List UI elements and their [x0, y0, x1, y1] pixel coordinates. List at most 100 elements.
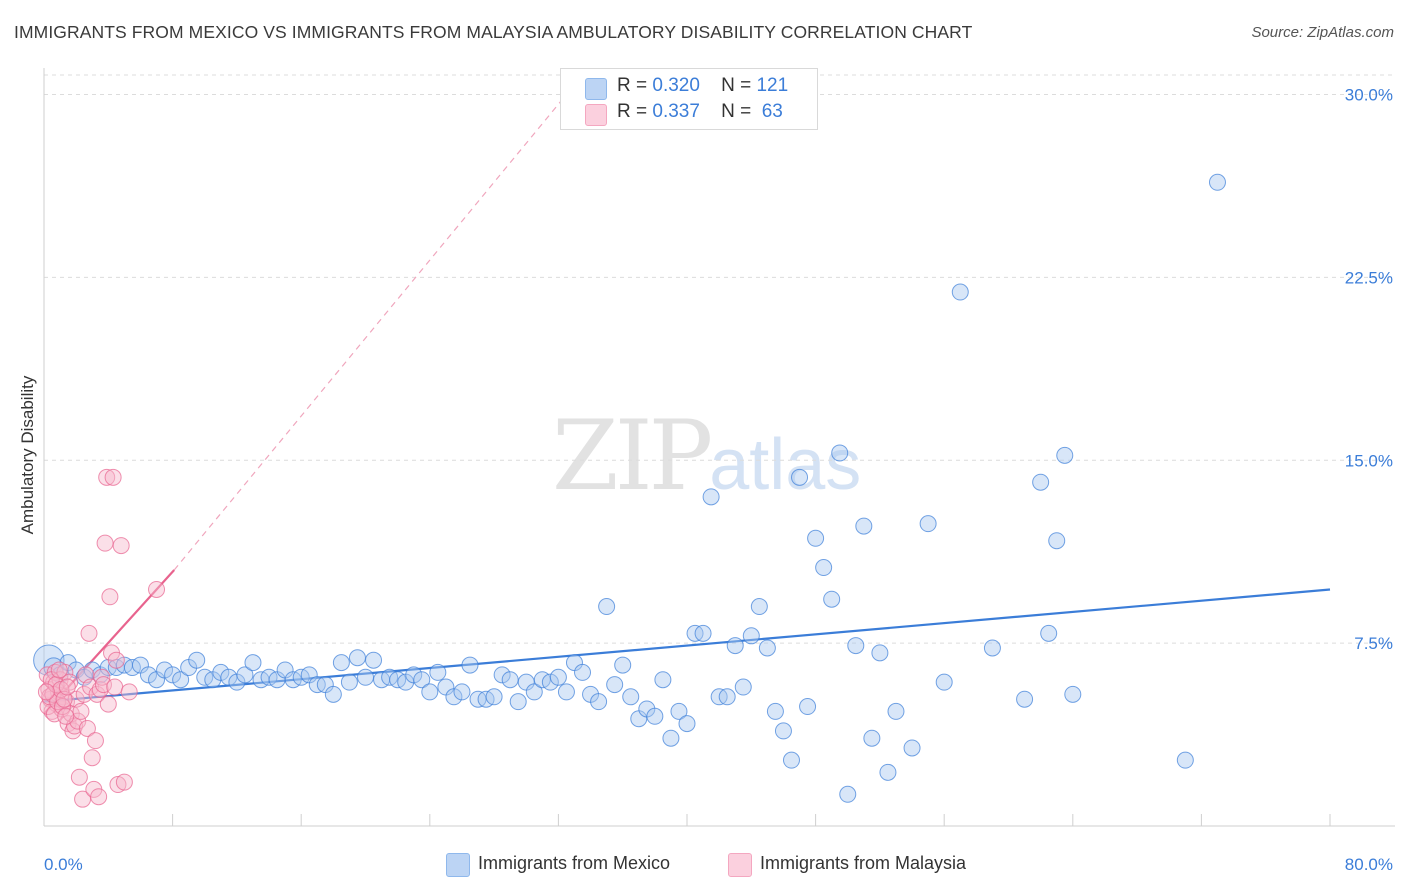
point-mexico [654, 671, 672, 689]
point-malaysia [61, 673, 79, 691]
n-label: N = [721, 75, 752, 96]
legend-swatch-mexico [446, 853, 470, 877]
point-malaysia [70, 768, 88, 786]
gridlines [44, 74, 1395, 644]
point-mexico [678, 715, 696, 733]
point-mexico [1056, 446, 1074, 464]
stats-box: R = 0.320 N = 121 R = 0.337 N = 63 [560, 68, 818, 130]
point-malaysia [58, 678, 76, 696]
data-points [33, 173, 1226, 808]
point-malaysia [91, 680, 109, 698]
point-mexico [847, 637, 865, 655]
point-malaysia [50, 661, 68, 679]
point-mexico [839, 785, 857, 803]
y-tick-label: 30.0% [1345, 86, 1393, 105]
point-mexico [501, 671, 519, 689]
point-mexico [357, 668, 374, 686]
point-mexico [694, 624, 712, 642]
point-mexico [574, 663, 592, 681]
x-tick-label: 80.0% [1345, 855, 1393, 874]
point-mexico [734, 678, 752, 696]
point-mexico [332, 654, 350, 672]
point-malaysia [82, 678, 100, 696]
point-mexico [244, 654, 262, 672]
point-mexico [340, 673, 358, 691]
point-mexico [823, 590, 841, 608]
watermark-atlas: atlas [709, 425, 862, 505]
point-mexico [871, 644, 889, 662]
point-malaysia [120, 683, 138, 701]
point-mexico [164, 666, 182, 684]
point-mexico [509, 693, 527, 711]
point-mexico [212, 663, 230, 681]
point-malaysia [115, 773, 133, 791]
point-mexico [799, 698, 817, 716]
point-malaysia [37, 683, 55, 701]
point-malaysia [47, 676, 65, 694]
point-mexico [156, 661, 174, 679]
point-mexico [549, 668, 567, 686]
point-mexico [541, 673, 559, 691]
point-malaysia [148, 580, 166, 598]
point-mexico [1016, 690, 1034, 708]
point-mexico [1032, 473, 1050, 491]
point-mexico [405, 666, 423, 684]
r-label: R = [617, 75, 648, 96]
point-mexico [782, 751, 800, 769]
trend-line-malaysia-extrapolated [173, 94, 567, 571]
r-value: 0.337 [652, 101, 700, 122]
point-malaysia [83, 749, 101, 767]
point-mexico [188, 651, 206, 669]
chart-title: IMMIGRANTS FROM MEXICO VS IMMIGRANTS FRO… [14, 22, 973, 42]
legend-swatch-malaysia [728, 853, 752, 877]
point-mexico [598, 598, 616, 616]
watermark-zip: ZIP [552, 400, 713, 512]
point-mexico [983, 639, 1001, 657]
point-mexico [557, 683, 575, 701]
point-mexico [815, 559, 833, 577]
x-tick-label: 0.0% [44, 855, 83, 874]
point-mexico [879, 763, 897, 781]
point-mexico [774, 722, 792, 740]
point-mexico [766, 702, 784, 720]
trend-line-malaysia [43, 569, 176, 715]
point-mexico [413, 671, 431, 689]
point-mexico [726, 637, 744, 655]
legend-label-mexico: Immigrants from Mexico [478, 853, 671, 873]
stats-swatch-mexico [585, 78, 607, 100]
y-tick-label: 22.5% [1345, 268, 1393, 287]
point-mexico [807, 529, 825, 547]
point-mexico [919, 515, 937, 533]
point-malaysia [90, 788, 108, 806]
point-mexico [590, 693, 608, 711]
y-tick-label: 7.5% [1354, 634, 1393, 653]
point-mexico [855, 517, 873, 535]
point-mexico [606, 676, 624, 694]
point-mexico [485, 688, 503, 706]
point-malaysia [75, 685, 93, 703]
point-mexico [646, 707, 664, 725]
trend-lines [43, 94, 1331, 715]
axes [43, 68, 1395, 827]
point-malaysia [94, 676, 112, 694]
point-mexico [614, 656, 632, 674]
point-malaysia [57, 707, 75, 725]
point-malaysia [107, 651, 125, 669]
y-tick-label: 15.0% [1345, 451, 1393, 470]
point-malaysia [80, 624, 98, 642]
point-mexico [236, 666, 254, 684]
point-malaysia [109, 776, 127, 794]
point-mexico [348, 649, 366, 667]
point-malaysia [52, 680, 70, 698]
point-malaysia [96, 534, 114, 552]
point-mexico [863, 729, 881, 747]
point-mexico [139, 666, 157, 684]
point-mexico [461, 656, 479, 674]
n-label: N = [721, 101, 752, 122]
point-malaysia [93, 668, 111, 686]
point-mexico [1208, 173, 1226, 191]
point-malaysia [106, 678, 124, 696]
point-mexico [421, 683, 439, 701]
point-malaysia [53, 698, 71, 716]
